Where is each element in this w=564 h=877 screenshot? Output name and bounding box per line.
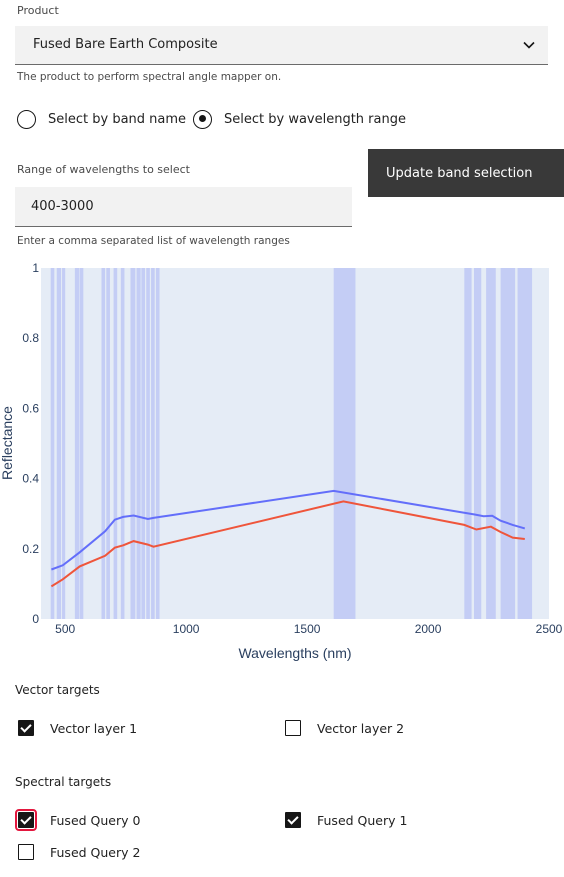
update-band-selection-button[interactable]: Update band selection: [368, 149, 564, 197]
checkbox-fused-query-1[interactable]: Fused Query 1: [285, 810, 407, 830]
selected-band: [151, 268, 155, 619]
y-tick-label: 1: [32, 261, 39, 275]
y-tick-label: 0.6: [22, 401, 39, 415]
selected-band: [113, 268, 118, 619]
checkbox-icon[interactable]: [15, 809, 37, 831]
y-tick-label: 0: [32, 612, 39, 626]
checkbox-vector-layer-2[interactable]: Vector layer 2: [285, 718, 404, 738]
y-tick-label: 0.2: [22, 542, 39, 556]
radio-label-band-name: Select by band name: [48, 111, 187, 127]
product-select-value: Fused Bare Earth Composite: [33, 37, 218, 52]
checkbox-label: Fused Query 2: [50, 844, 141, 860]
product-select[interactable]: Fused Bare Earth Composite: [15, 26, 548, 65]
checkbox-icon[interactable]: [18, 720, 34, 736]
selected-band: [136, 268, 141, 619]
reflectance-chart: 500 1000 1500 2000 2500 0 0.2 0.4 0.6 0.8 1 Wavele…: [0, 261, 563, 661]
checkbox-label: Fused Query 0: [50, 812, 141, 828]
checkbox-vector-layer-1[interactable]: Vector layer 1: [18, 718, 137, 738]
chevron-down-icon: [523, 41, 535, 49]
selected-band: [517, 268, 533, 619]
spectrum-line-0: [51, 489, 526, 571]
selected-band: [464, 268, 472, 619]
selected-band: [500, 268, 516, 619]
vector-targets-title: Vector targets: [15, 683, 100, 697]
checkbox-label: Vector layer 2: [317, 720, 405, 736]
selected-band: [74, 268, 80, 619]
selected-band: [146, 268, 150, 619]
radio-button-icon[interactable]: [193, 109, 212, 129]
x-tick-label: 1000: [173, 622, 200, 636]
radio-label-wavelength-range: Select by wavelength range: [224, 111, 406, 127]
selected-band: [130, 268, 136, 619]
radio-button-icon[interactable]: [17, 109, 36, 129]
wavelength-range-label: Range of wavelengths to select: [17, 163, 190, 176]
selected-band: [120, 268, 125, 619]
selected-band: [79, 268, 84, 619]
y-tick-label: 0.4: [22, 472, 39, 486]
radio-select-by-wavelength-range[interactable]: Select by wavelength range: [193, 107, 406, 131]
checkbox-label: Fused Query 1: [317, 812, 408, 828]
x-tick-label: 2000: [415, 622, 442, 636]
selected-band: [155, 268, 160, 619]
y-tick-label: 0.8: [22, 331, 39, 345]
spectrum-line-1: [50, 500, 525, 588]
selected-band: [474, 268, 482, 619]
x-tick-label: 1500: [294, 622, 321, 636]
x-tick-label: 500: [55, 622, 75, 636]
x-tick-label: 2500: [536, 622, 563, 636]
wavelength-range-helper-text: Enter a comma separated list of waveleng…: [17, 235, 290, 247]
product-helper-text: The product to perform spectral angle ma…: [17, 71, 282, 83]
y-axis-title: Reflectance: [0, 406, 15, 480]
checkbox-fused-query-0[interactable]: Fused Query 0: [15, 809, 141, 831]
product-label: Product: [17, 4, 59, 17]
wavelength-range-input[interactable]: [15, 187, 352, 226]
selected-band: [486, 268, 496, 619]
selected-band: [141, 268, 146, 619]
selected-band: [106, 268, 110, 619]
selected-band: [333, 268, 356, 619]
checkbox-icon[interactable]: [18, 844, 34, 860]
selected-band: [101, 268, 106, 619]
checkbox-icon[interactable]: [285, 812, 301, 828]
selected-band: [62, 268, 66, 619]
checkbox-fused-query-2[interactable]: Fused Query 2: [18, 842, 140, 862]
radio-select-by-band-name[interactable]: Select by band name: [17, 107, 186, 131]
checkbox-icon[interactable]: [285, 720, 301, 736]
selected-band: [50, 268, 55, 619]
selected-band: [56, 268, 62, 619]
spectral-targets-title: Spectral targets: [15, 775, 112, 789]
wavelength-range-field[interactable]: [15, 187, 352, 227]
x-axis-title: Wavelengths (nm): [238, 645, 351, 661]
checkbox-label: Vector layer 1: [50, 720, 138, 736]
